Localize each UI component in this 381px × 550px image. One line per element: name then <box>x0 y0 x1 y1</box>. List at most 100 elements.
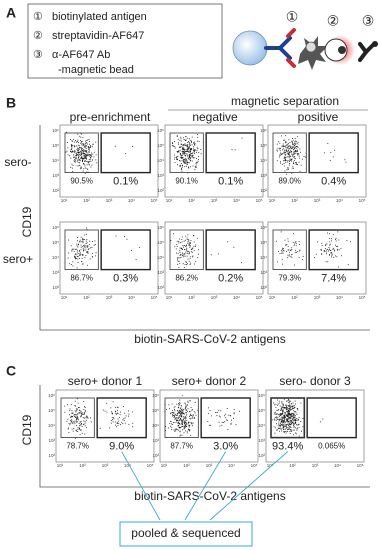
event-dot <box>295 161 297 163</box>
event-dot <box>77 158 79 160</box>
event-dot <box>329 254 331 256</box>
event-dot <box>176 252 178 254</box>
event-dot <box>295 146 297 148</box>
x-tick-label: 10² <box>83 295 90 300</box>
event-dot <box>124 422 126 424</box>
event-dot <box>87 245 89 247</box>
event-dot <box>118 423 120 425</box>
event-dot <box>191 144 193 146</box>
event-dot <box>292 412 294 414</box>
event-dot <box>284 412 286 414</box>
event-dot <box>196 149 198 151</box>
event-dot <box>283 431 285 433</box>
event-dot <box>198 152 200 154</box>
event-dot <box>324 247 326 249</box>
event-dot <box>186 153 188 155</box>
event-dot <box>287 254 289 256</box>
event-dot <box>178 240 180 242</box>
event-dot <box>313 257 315 259</box>
event-dot <box>284 152 286 154</box>
event-dot <box>294 416 296 418</box>
event-dot <box>189 245 191 247</box>
x-tick-label: 10³ <box>206 463 213 468</box>
event-dot <box>239 410 241 412</box>
event-dot <box>346 240 348 242</box>
event-dot <box>110 407 112 409</box>
event-dot <box>288 255 290 257</box>
event-dot <box>349 241 351 243</box>
event-dot <box>85 150 87 152</box>
event-dot <box>81 144 83 146</box>
event-dot <box>88 148 90 150</box>
y-tick-label: 10⁶ <box>157 225 164 230</box>
event-dot <box>293 415 295 417</box>
event-dot <box>112 401 114 403</box>
event-dot <box>293 147 295 149</box>
event-dot <box>291 138 293 140</box>
event-dot <box>292 434 294 436</box>
event-dot <box>285 141 287 143</box>
event-dot <box>180 163 182 165</box>
event-dot <box>80 142 82 144</box>
event-dot <box>296 427 298 429</box>
event-dot <box>233 246 235 248</box>
event-dot <box>187 423 189 425</box>
event-dot <box>184 158 186 160</box>
event-dot <box>336 246 338 248</box>
x-tick-label: 10⁵ <box>256 295 263 300</box>
event-dot <box>191 409 193 411</box>
event-dot <box>193 157 195 159</box>
event-dot <box>283 416 285 418</box>
event-dot <box>285 145 287 147</box>
event-dot <box>198 141 200 143</box>
event-dot <box>68 423 70 425</box>
event-dot <box>190 158 192 160</box>
event-dot <box>92 143 94 145</box>
event-dot <box>291 418 293 420</box>
streptavidin <box>324 38 348 62</box>
event-dot <box>287 418 289 420</box>
event-dot <box>81 257 83 259</box>
event-dot <box>69 410 71 412</box>
event-dot <box>288 145 290 147</box>
event-dot <box>79 150 81 152</box>
event-dot <box>295 420 297 422</box>
gate <box>205 229 256 271</box>
event-dot <box>184 145 186 147</box>
event-dot <box>181 241 183 243</box>
event-dot <box>293 162 295 164</box>
event-dot <box>95 154 97 156</box>
event-dot <box>71 264 73 266</box>
event-dot <box>276 261 278 263</box>
x-tick-label: 10⁵ <box>151 198 158 203</box>
x-tick-label: 10¹ <box>61 295 68 300</box>
event-dot <box>209 410 211 412</box>
event-dot <box>189 414 191 416</box>
event-dot <box>188 425 190 427</box>
event-dot <box>295 418 297 420</box>
event-dot <box>194 165 196 167</box>
x-tick-label: 10³ <box>106 295 113 300</box>
event-dot <box>180 419 182 421</box>
event-dot <box>123 420 125 422</box>
event-dot <box>302 255 304 257</box>
event-dot <box>287 238 289 240</box>
event-dot <box>132 145 134 147</box>
event-dot <box>287 168 289 170</box>
event-dot <box>290 421 292 423</box>
event-dot <box>82 136 84 138</box>
event-dot <box>167 427 169 429</box>
event-dot <box>333 256 335 258</box>
event-dot <box>78 146 80 148</box>
event-dot <box>292 146 294 148</box>
event-dot <box>85 240 87 242</box>
event-dot <box>177 259 179 261</box>
event-dot <box>70 148 72 150</box>
event-dot <box>81 156 83 158</box>
event-dot <box>186 247 188 249</box>
event-dot <box>68 239 70 241</box>
event-dot <box>285 153 287 155</box>
event-dot <box>338 249 340 251</box>
event-dot <box>299 250 301 252</box>
